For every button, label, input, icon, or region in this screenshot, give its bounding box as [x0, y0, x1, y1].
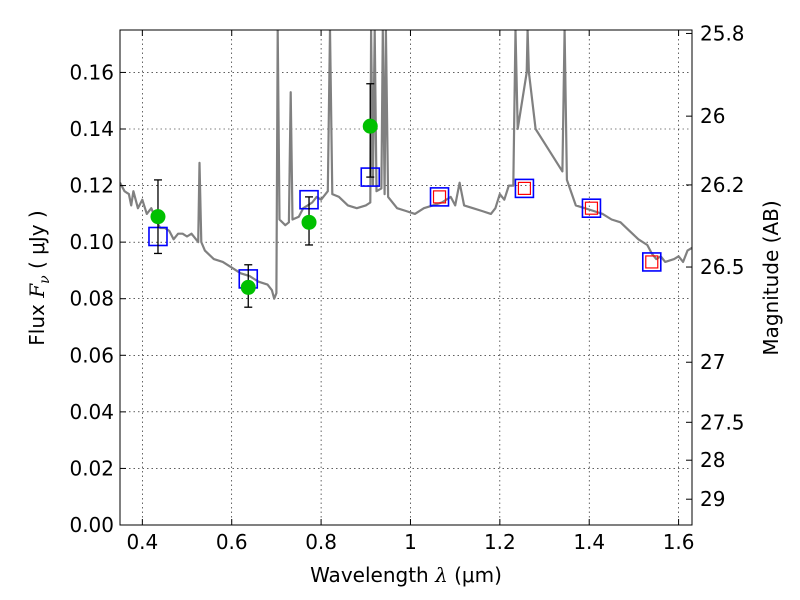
y-tick-label: 0.12 [69, 174, 114, 198]
y2-tick-label: 27 [700, 350, 725, 374]
model-flux-box [641, 252, 662, 272]
y-tick-label: 0.06 [69, 343, 114, 367]
y2-tick-label: 27.5 [700, 410, 745, 434]
x-tick-label: 1.6 [663, 530, 695, 554]
model-flux-box [581, 198, 602, 218]
y2-tick-label: 26 [700, 104, 725, 128]
x-tick-label: 1.2 [484, 530, 516, 554]
y2-tick-label: 28 [700, 448, 725, 472]
model-flux-box [514, 178, 535, 199]
y2-axis-title: Magnitude (AB) [759, 200, 783, 355]
x-tick-label: 0.8 [305, 530, 337, 554]
grid [120, 30, 692, 526]
y2-tick-label: 25.8 [700, 21, 745, 45]
model-flux-box-inner [584, 201, 599, 215]
y-axis-title: Flux Fν ( μJy ) [25, 210, 53, 345]
y2-tick-label: 26.2 [700, 173, 745, 197]
observed-flux-point [240, 279, 256, 295]
plot-area [120, 30, 692, 300]
model-flux-box [429, 187, 450, 207]
model-flux-box-inner [645, 255, 659, 269]
y-tick-label: 0.14 [69, 117, 114, 141]
y2-tick-label: 29 [700, 487, 725, 511]
observed-flux-point [362, 118, 378, 134]
y-tick-label: 0.02 [69, 456, 114, 480]
axis-ticks: 0.4 0.6 0.8 1 1.2 1.4 1.6 0.00 0.02 0.04 0.06 0.08 0… [69, 21, 744, 554]
model-flux-box-inner [432, 190, 447, 204]
observed-flux-point [301, 214, 317, 230]
x-tick-label: 0.4 [126, 530, 158, 554]
y-tick-label: 0.16 [69, 60, 114, 84]
model-flux-box-inner [517, 181, 532, 195]
x-axis-title: Wavelength λ (μm) [310, 563, 502, 587]
y-tick-label: 0.04 [69, 400, 114, 424]
x-tick-label: 1 [404, 530, 417, 554]
x-tick-label: 1.4 [573, 530, 605, 554]
y-tick-label: 0.08 [69, 287, 114, 311]
plot-frame [119, 29, 693, 526]
observed-flux-point [150, 209, 166, 225]
model-spectrum-line [120, 30, 692, 300]
x-tick-label: 0.6 [216, 530, 248, 554]
y2-tick-label: 26.5 [700, 255, 745, 279]
y-tick-label: 0.10 [69, 230, 114, 254]
y-tick-label: 0.00 [69, 513, 114, 537]
marker-layer [148, 83, 662, 308]
